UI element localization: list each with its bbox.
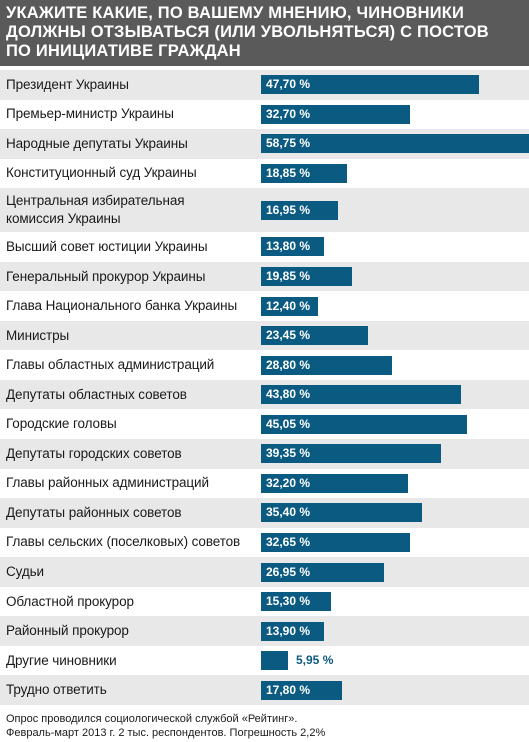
value-label: 32,65 % — [266, 534, 311, 549]
bar — [261, 75, 479, 95]
chart-row: Главы областных администраций 28,80 % — [0, 350, 529, 380]
value-label: 45,05 % — [266, 416, 311, 431]
value-label: 47,70 % — [266, 77, 311, 92]
chart-row: Депутаты областных советов 43,80 % — [0, 379, 529, 410]
value-label: 13,90 % — [266, 623, 311, 638]
bar — [261, 355, 392, 375]
chart-row: Трудно ответить 17,80 % — [0, 675, 529, 705]
category-label: Судьи — [6, 564, 45, 580]
chart-row: Премьер-министр Украины 32,70 % — [0, 99, 529, 130]
category-label: Народные депутаты Украины — [6, 135, 188, 151]
bar — [261, 326, 368, 346]
title-line-1: УКАЖИТЕ КАКИЕ, ПО ВАШЕМУ МНЕНИЮ, ЧИНОВНИ… — [6, 4, 465, 22]
bar — [261, 651, 288, 671]
chart-row: Районный прокурор 13,90 % — [0, 616, 529, 646]
bar — [261, 473, 408, 493]
category-label: Депутаты городских советов — [6, 445, 182, 461]
category-label: Районный прокурор — [6, 623, 129, 639]
chart-row: Генеральный прокурор Украины 19,85 % — [0, 261, 529, 292]
title-line-2: ДОЛЖНЫ ОТЗЫВАТЬСЯ (ИЛИ УВОЛЬНЯТЬСЯ) С ПО… — [6, 23, 489, 41]
category-label: Депутаты районных советов — [6, 504, 182, 520]
category-label: Генеральный прокурор Украины — [6, 268, 206, 284]
category-label: Президент Украины — [6, 76, 129, 92]
value-label: 26,95 % — [266, 564, 311, 579]
chart-row: Народные депутаты Украины 58,75 % — [0, 129, 529, 159]
bar — [261, 562, 384, 582]
survey-note-line-1: Опрос проводился социологической службой… — [6, 713, 298, 725]
chart-row: Министры 23,45 % — [0, 320, 529, 351]
bar — [261, 385, 461, 405]
bar — [261, 267, 352, 287]
value-label: 28,80 % — [266, 357, 311, 372]
category-label: Главы районных администраций — [6, 475, 209, 491]
category-label: Другие чиновники — [6, 652, 117, 668]
category-label: Трудно ответить — [6, 682, 107, 698]
chart-row: Депутаты районных советов 35,40 % — [0, 498, 529, 528]
category-label: Министры — [6, 327, 70, 343]
value-label: 32,20 % — [266, 475, 311, 490]
value-label: 43,80 % — [266, 387, 311, 402]
chart-row: Президент Украины 47,70 % — [0, 70, 529, 100]
chart-row: Высший совет юстиции Украины 13,80 % — [0, 232, 529, 262]
chart-row: Другие чиновники 5,95 % — [0, 645, 529, 676]
value-label: 32,70 % — [266, 106, 311, 121]
value-label: 12,40 % — [266, 298, 311, 313]
category-label: Городские головы — [6, 416, 117, 432]
category-label: Глава Национального банка Украины — [6, 298, 238, 314]
chart-title: УКАЖИТЕ КАКИЕ, ПО ВАШЕМУ МНЕНИЮ, ЧИНОВНИ… — [0, 0, 529, 66]
bar — [261, 414, 467, 434]
category-label: Главы сельских (поселковых) советов — [6, 534, 241, 550]
value-label: 13,80 % — [266, 239, 311, 254]
chart-row: Судьи 26,95 % — [0, 557, 529, 587]
bar — [261, 621, 324, 641]
chart-row: Главы районных администраций 32,20 % — [0, 468, 529, 499]
title-line-3: ПО ИНИЦИАТИВЕ ГРАЖДАН — [6, 42, 241, 60]
bar — [261, 680, 342, 700]
category-label: Депутаты областных советов — [6, 386, 187, 402]
value-label: 15,30 % — [266, 594, 311, 609]
chart-row: Городские головы 45,05 % — [0, 409, 529, 440]
category-label: Главы областных администраций — [6, 357, 215, 373]
survey-note: Опрос проводился социологической службой… — [6, 712, 325, 740]
bar — [261, 592, 331, 612]
category-label: Высший совет юстиции Украины — [6, 238, 208, 254]
chart-row: Конституционный суд Украины 18,85 % — [0, 158, 529, 189]
value-label: 5,95 % — [296, 653, 334, 668]
value-label: 17,80 % — [266, 682, 311, 697]
bar — [261, 200, 338, 220]
chart-row: Центральная избирательная комиссия Украи… — [0, 188, 529, 233]
bar — [261, 503, 422, 523]
survey-note-line-2: Февраль-март 2013 г. 2 тыс. респондентов… — [6, 727, 326, 739]
chart-row: Главы сельских (поселковых) советов 32,65… — [0, 527, 529, 558]
value-label: 39,35 % — [266, 446, 311, 461]
chart-row: Депутаты городских советов 39,35 % — [0, 439, 529, 469]
value-label: 23,45 % — [266, 328, 311, 343]
bar — [261, 444, 441, 464]
category-label: Центральная избирательная комиссия Украи… — [6, 193, 185, 227]
value-label: 19,85 % — [266, 269, 311, 284]
category-label: Конституционный суд Украины — [6, 165, 197, 181]
value-label: 16,95 % — [266, 202, 311, 217]
value-label: 58,75 % — [266, 136, 311, 151]
category-label: Премьер-министр Украины — [6, 106, 174, 122]
bar — [261, 296, 318, 316]
bar — [261, 532, 410, 552]
bar — [261, 237, 324, 257]
category-label: Областной прокурор — [6, 593, 134, 609]
bar — [261, 134, 529, 154]
bar — [261, 104, 410, 124]
bar — [261, 163, 347, 183]
chart-row: Областной прокурор 15,30 % — [0, 586, 529, 617]
value-label: 18,85 % — [266, 165, 311, 180]
value-label: 35,40 % — [266, 505, 311, 520]
chart-row: Глава Национального банка Украины 12,40 % — [0, 291, 529, 321]
